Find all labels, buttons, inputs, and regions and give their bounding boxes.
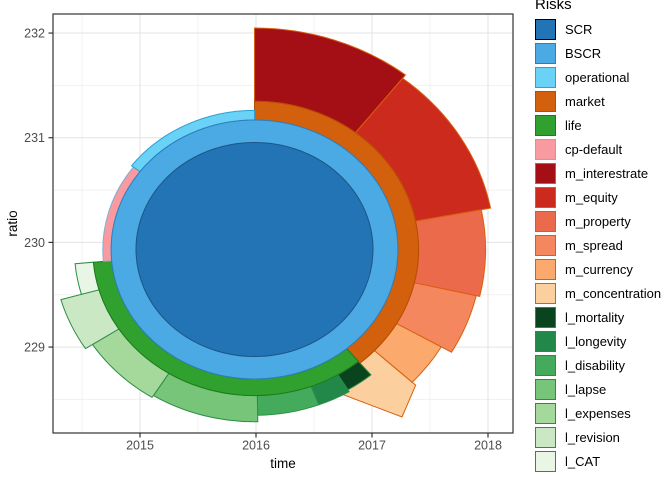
legend-item-BSCR: BSCR [535,43,670,64]
legend-label: m_currency [565,262,633,277]
axis-labels: 2015 2016 2017 2018 229 230 231 232 time ratio [5,27,502,471]
legend-swatch-l_longevity [535,331,556,352]
legend-label: BSCR [565,46,602,61]
legend-swatch-BSCR [535,43,556,64]
legend-swatch-m_property [535,211,556,232]
legend-swatch-m_interestrate [535,163,556,184]
legend-swatch-SCR [535,19,556,40]
legend-item-market: market [535,91,670,112]
legend-swatch-m_currency [535,259,556,280]
legend-item-l_longevity: l_longevity [535,331,670,352]
legend-label: l_CAT [565,454,601,469]
legend-items: SCR BSCR operational market life cp-default m_… [535,19,670,472]
legend-label: l_lapse [565,382,607,397]
legend-label: SCR [565,22,593,37]
legend-label: l_mortality [565,310,625,325]
y-tick-label-230: 230 [24,236,45,250]
x-tick-label-2015: 2015 [126,439,154,453]
legend-item-SCR: SCR [535,19,670,40]
panel-border [52,13,514,434]
x-tick-label-2018: 2018 [474,439,502,453]
legend-label: operational [565,70,630,85]
legend-swatch-operational [535,67,556,88]
legend-label: m_concentration [565,286,662,301]
legend-item-m_currency: m_currency [535,259,670,280]
legend-swatch-l_expenses [535,403,556,424]
legend-swatch-l_lapse [535,379,556,400]
legend-swatch-m_spread [535,235,556,256]
x-tick-label-2017: 2017 [358,439,386,453]
legend-label: life [565,118,582,133]
y-tick-label-231: 231 [24,131,45,145]
legend-item-l_lapse: l_lapse [535,379,670,400]
legend-item-l_disability: l_disability [535,355,670,376]
legend-label: cp-default [565,142,623,157]
legend-label: m_spread [565,238,623,253]
legend-swatch-l_CAT [535,451,556,472]
legend-swatch-life [535,115,556,136]
legend-label: l_disability [565,358,625,373]
legend-item-m_concentration: m_concentration [535,283,670,304]
legend-item-operational: operational [535,67,670,88]
legend-item-l_expenses: l_expenses [535,403,670,424]
legend-label: l_expenses [565,406,631,421]
legend-swatch-cp-default [535,139,556,160]
wedge-m_property [413,209,487,297]
y-tick-label-229: 229 [24,341,45,355]
legend-item-m_spread: m_spread [535,235,670,256]
legend-item-m_interestrate: m_interestrate [535,163,670,184]
legend: Risks SCR BSCR operational market life cp-def… [535,0,670,475]
x-tick-label-2016: 2016 [242,439,270,453]
sunburst [60,27,492,423]
y-tick-label-232: 232 [24,27,45,41]
legend-label: l_revision [565,430,620,445]
legend-label: m_interestrate [565,166,649,181]
legend-swatch-m_concentration [535,283,556,304]
legend-label: m_property [565,214,631,229]
legend-item-l_CAT: l_CAT [535,451,670,472]
legend-swatch-l_disability [535,355,556,376]
legend-swatch-market [535,91,556,112]
x-axis-title: time [270,456,296,471]
legend-swatch-l_revision [535,427,556,448]
legend-label: market [565,94,605,109]
legend-item-l_mortality: l_mortality [535,307,670,328]
legend-item-life: life [535,115,670,136]
legend-item-m_equity: m_equity [535,187,670,208]
wedge-SCR [135,142,374,357]
legend-swatch-l_mortality [535,307,556,328]
legend-swatch-m_equity [535,187,556,208]
legend-item-cp-default: cp-default [535,139,670,160]
legend-item-m_property: m_property [535,211,670,232]
legend-label: l_longevity [565,334,627,349]
legend-label: m_equity [565,190,618,205]
y-axis-title: ratio [5,210,20,236]
legend-item-l_revision: l_revision [535,427,670,448]
legend-title: Risks [535,0,572,13]
